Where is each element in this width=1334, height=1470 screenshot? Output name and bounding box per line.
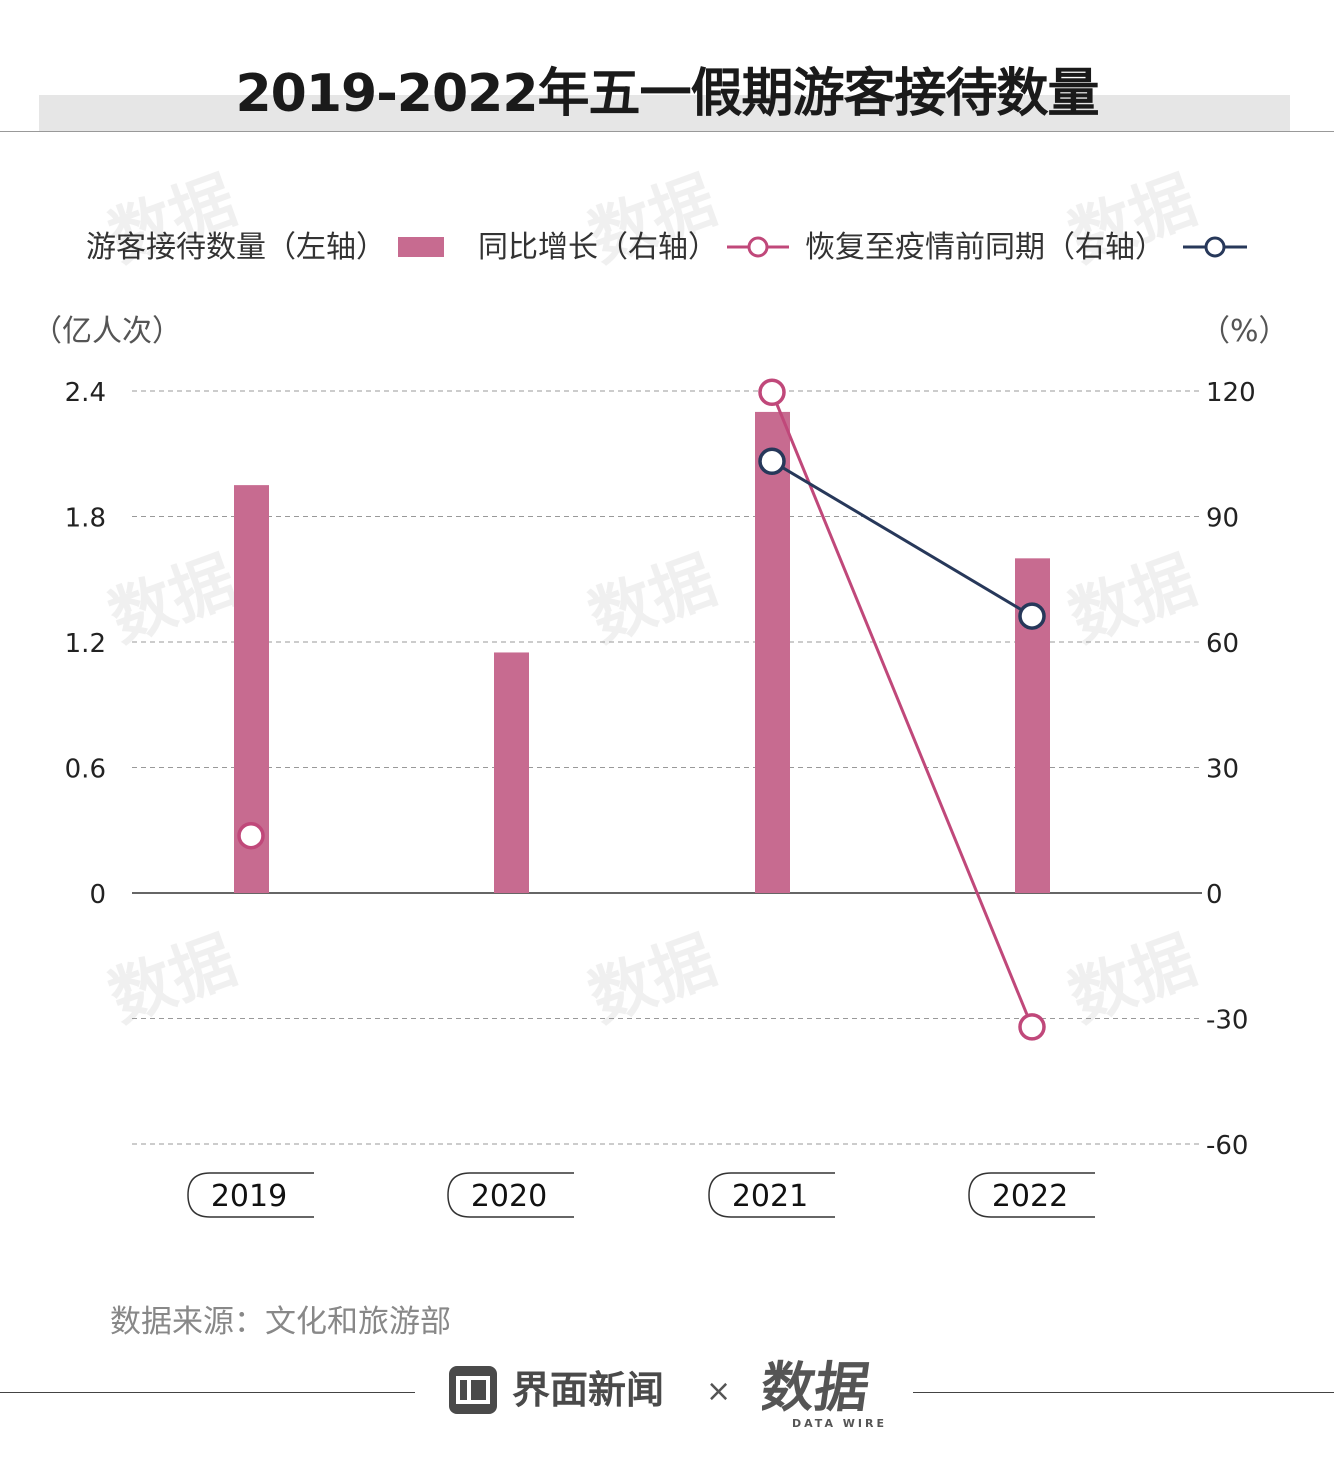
collab-separator: × [706,1374,732,1409]
watermark-0: 数据 [100,164,246,277]
watermark-4: 数据 [580,544,726,657]
x-category-label-2022: 2022 [992,1179,1068,1214]
brand-name: 界面新闻 [512,1368,665,1412]
right-tick-label-6: -60 [1206,1131,1248,1161]
x-category-2021: 2021 [708,1172,835,1218]
x-category-2022: 2022 [968,1172,1095,1218]
data-wire-logo: 数据 [762,1356,873,1418]
x-category-label-2020: 2020 [471,1179,547,1214]
watermark-6: 数据 [100,924,246,1037]
bar-2020 [494,652,529,893]
x-category-2020: 2020 [447,1172,574,1218]
right-axis-unit: （%） [1200,314,1289,349]
left-tick-label-0: 2.4 [65,378,106,408]
legend-yoy-label: 同比增长（右轴） [478,230,718,265]
data-wire-logo-text: 数据 [762,1356,873,1418]
left-tick-label-3: 0.6 [65,755,106,785]
x-category-frame-2020 [447,1172,574,1218]
watermark-2: 数据 [1060,164,1206,277]
yoy-segment-1 [770,391,1034,1028]
x-category-frame-2021 [708,1172,835,1218]
bar-2021 [755,411,790,893]
recovery-point-2022 [1018,602,1046,630]
title-rule [0,131,1334,132]
right-tick-label-0: 120 [1206,378,1256,408]
x-category-label-2021: 2021 [732,1179,808,1214]
x-category-label-2019: 2019 [211,1179,287,1214]
chart-title: 2019-2022年五一假期游客接待数量 [235,64,1099,124]
legend-recovery-marker [1183,236,1247,258]
legend-recovery-label: 恢复至疫情前同期（右轴） [805,230,1165,265]
right-tick-label-4: 0 [1206,880,1223,910]
legend-bars-swatch [398,237,444,257]
right-tick-label-1: 90 [1206,504,1239,534]
yoy-point-2021 [758,378,786,407]
right-tick-label-5: -30 [1206,1006,1248,1036]
left-tick-label-2: 1.2 [65,629,106,659]
left-axis-unit: （亿人次） [32,314,182,349]
watermark-1: 数据 [580,164,726,277]
x-category-2019: 2019 [187,1172,314,1218]
recovery-point-2021 [758,447,786,476]
data-source: 数据来源：文化和旅游部 [110,1304,451,1340]
x-axis-categories: 2019 2020 2021 2022 [187,1172,1095,1218]
x-category-frame-2019 [187,1172,314,1218]
yoy-point-2022 [1018,1013,1046,1041]
right-tick-label-2: 60 [1206,629,1239,659]
recovery-segment-0 [771,459,1033,618]
footer-rule-left [0,1392,415,1393]
bar-series [234,411,1050,893]
legend-bars-label: 游客接待数量（左轴） [86,230,386,265]
yoy-point-2019 [237,821,265,850]
legend-yoy-marker [727,236,789,258]
footer-rule-right [913,1392,1334,1393]
left-tick-label-4: 0 [89,880,106,910]
data-wire-subtitle: DATA WIRE [792,1417,887,1430]
brand-logo-icon [449,1366,497,1414]
title-band [39,95,1290,131]
x-category-frame-2022 [968,1172,1095,1218]
watermark-5: 数据 [1060,544,1206,657]
watermark-7: 数据 [580,924,726,1037]
watermark-3: 数据 [100,544,246,657]
axis-ticks: 120 90 60 30 0 -30 -60 2.4 1.8 1.2 0.6 0 [65,378,1256,1161]
left-tick-label-1: 1.8 [65,504,106,534]
watermark-8: 数据 [1060,924,1206,1037]
line-series [237,378,1046,1041]
right-tick-label-3: 30 [1206,755,1239,785]
